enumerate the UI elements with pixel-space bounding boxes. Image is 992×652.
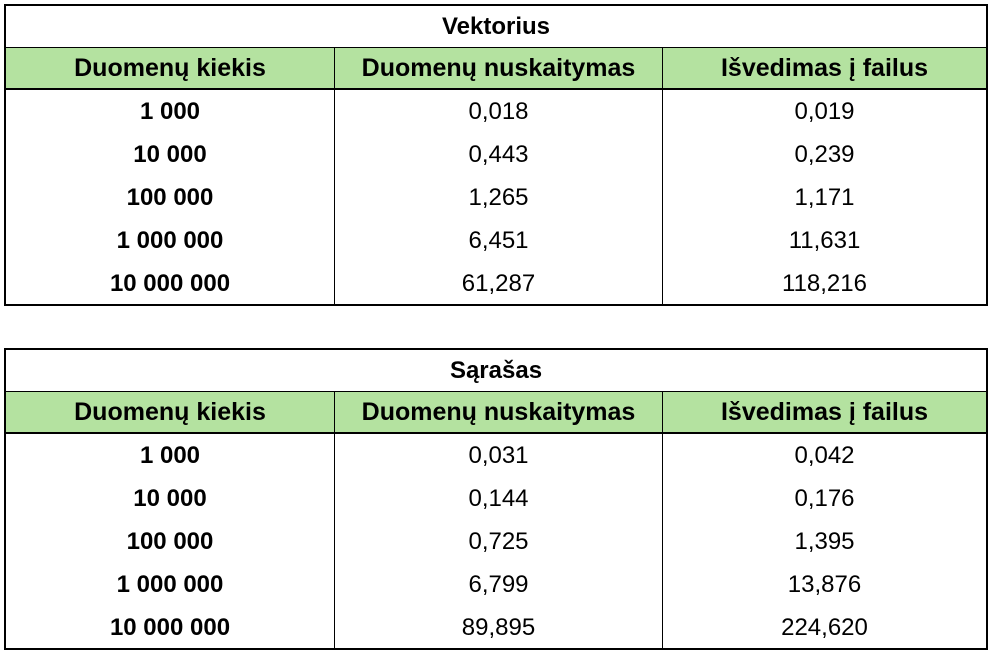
table-body: 1 000 0,031 0,042 10 000 0,144 0,176 100… — [6, 434, 986, 649]
read-time-cell: 0,725 — [334, 520, 662, 563]
quantity-cell: 10 000 — [133, 484, 207, 512]
quantity-cell: 1 000 000 — [116, 570, 224, 598]
header-isvedimas-i-failus: Išvedimas į failus — [662, 392, 986, 432]
table-row: 100 000 0,725 1,395 — [6, 520, 986, 563]
read-time-cell: 89,895 — [334, 606, 662, 649]
quantity-cell: 10 000 — [133, 140, 207, 168]
header-duomenu-kiekis: Duomenų kiekis — [74, 53, 266, 82]
table-row: 1 000 0,018 0,019 — [6, 90, 986, 133]
header-duomenu-nuskaitymas: Duomenų nuskaitymas — [334, 392, 662, 432]
table-row: 100 000 1,265 1,171 — [6, 176, 986, 219]
write-time-cell: 1,171 — [662, 176, 986, 219]
quantity-cell: 100 000 — [126, 183, 214, 211]
header-duomenu-nuskaitymas: Duomenų nuskaitymas — [334, 48, 662, 88]
header-row: Duomenų kiekis Duomenų nuskaitymas Išved… — [6, 392, 986, 434]
read-time-cell: 6,799 — [334, 563, 662, 606]
vektorius-table: Vektorius Duomenų kiekis Duomenų nuskait… — [4, 4, 988, 306]
write-time-cell: 0,019 — [662, 90, 986, 133]
write-time-cell: 0,042 — [662, 434, 986, 477]
quantity-cell: 100 000 — [126, 527, 214, 555]
read-time-cell: 0,443 — [334, 133, 662, 176]
write-time-cell: 0,176 — [662, 477, 986, 520]
read-time-cell: 61,287 — [334, 262, 662, 305]
read-time-cell: 0,031 — [334, 434, 662, 477]
header-isvedimas-i-failus: Išvedimas į failus — [662, 48, 986, 88]
write-time-cell: 118,216 — [662, 262, 986, 305]
write-time-cell: 224,620 — [662, 606, 986, 649]
write-time-cell: 13,876 — [662, 563, 986, 606]
read-time-cell: 1,265 — [334, 176, 662, 219]
write-time-cell: 11,631 — [662, 219, 986, 262]
read-time-cell: 0,144 — [334, 477, 662, 520]
quantity-cell: 1 000 — [139, 441, 201, 469]
table-row: 10 000 000 89,895 224,620 — [6, 606, 986, 649]
quantity-cell: 1 000 000 — [116, 226, 224, 254]
write-time-cell: 1,395 — [662, 520, 986, 563]
table-title: Vektorius — [6, 6, 986, 48]
quantity-cell: 1 000 — [139, 97, 201, 125]
table-row: 1 000 000 6,799 13,876 — [6, 563, 986, 606]
table-title: Sąrašas — [6, 350, 986, 392]
quantity-cell: 10 000 000 — [109, 613, 231, 641]
read-time-cell: 0,018 — [334, 90, 662, 133]
quantity-cell: 10 000 000 — [109, 269, 231, 297]
table-row: 10 000 0,443 0,239 — [6, 133, 986, 176]
write-time-cell: 0,239 — [662, 133, 986, 176]
sarasas-table: Sąrašas Duomenų kiekis Duomenų nuskaitym… — [4, 348, 988, 650]
read-time-cell: 6,451 — [334, 219, 662, 262]
table-body: 1 000 0,018 0,019 10 000 0,443 0,239 100… — [6, 90, 986, 305]
table-row: 10 000 000 61,287 118,216 — [6, 262, 986, 305]
header-duomenu-kiekis: Duomenų kiekis — [74, 397, 266, 426]
header-row: Duomenų kiekis Duomenų nuskaitymas Išved… — [6, 48, 986, 90]
table-row: 1 000 0,031 0,042 — [6, 434, 986, 477]
table-row: 1 000 000 6,451 11,631 — [6, 219, 986, 262]
table-row: 10 000 0,144 0,176 — [6, 477, 986, 520]
